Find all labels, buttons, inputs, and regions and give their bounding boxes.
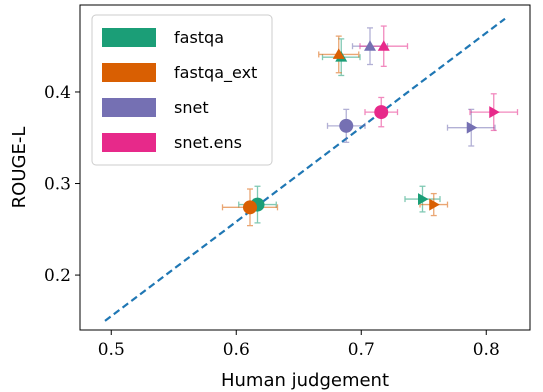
legend-label: fastqa xyxy=(174,28,224,47)
x-tick-label: 0.8 xyxy=(473,340,500,360)
data-point-triangle-right xyxy=(489,106,500,119)
x-tick-label: 0.6 xyxy=(223,340,250,360)
data-point-triangle-right xyxy=(466,121,478,134)
data-point-circle xyxy=(374,105,389,120)
y-tick-label: 0.3 xyxy=(44,175,71,195)
legend-label: fastqa_ext xyxy=(174,63,257,83)
data-point-triangle-up xyxy=(377,40,390,51)
y-tick-label: 0.2 xyxy=(44,266,71,286)
data-point-triangle-right xyxy=(429,198,440,211)
legend-entry: snet.ens xyxy=(102,133,242,152)
data-point-circle xyxy=(243,200,257,215)
legend-entry: snet xyxy=(102,98,209,117)
legend-entry: fastqa_ext xyxy=(102,63,257,83)
legend-swatch xyxy=(102,63,156,82)
y-axis-label: ROUGE-L xyxy=(9,127,30,209)
data-point-triangle-up xyxy=(332,48,345,59)
x-axis: 0.5 0.6 0.7 0.8 xyxy=(98,330,500,360)
x-tick-label: 0.7 xyxy=(348,340,375,360)
legend-swatch xyxy=(102,98,156,117)
x-tick-label: 0.5 xyxy=(98,340,125,360)
legend-label: snet xyxy=(174,98,209,117)
legend-entry: fastqa xyxy=(102,28,224,47)
legend-swatch xyxy=(102,133,156,152)
data-point-circle xyxy=(339,118,354,133)
y-axis: 0.2 0.3 0.4 xyxy=(44,83,80,286)
marks-layer xyxy=(104,17,519,322)
legend-box xyxy=(91,14,273,166)
x-axis-label: Human judgement xyxy=(221,370,389,391)
data-point-triangle-up xyxy=(364,40,376,51)
legend-swatch xyxy=(102,28,156,47)
reference-line xyxy=(104,17,506,322)
plot-frame xyxy=(79,4,531,331)
legend-label: snet.ens xyxy=(174,133,242,152)
data-point-triangle-right xyxy=(418,193,429,206)
y-tick-label: 0.4 xyxy=(44,83,71,103)
